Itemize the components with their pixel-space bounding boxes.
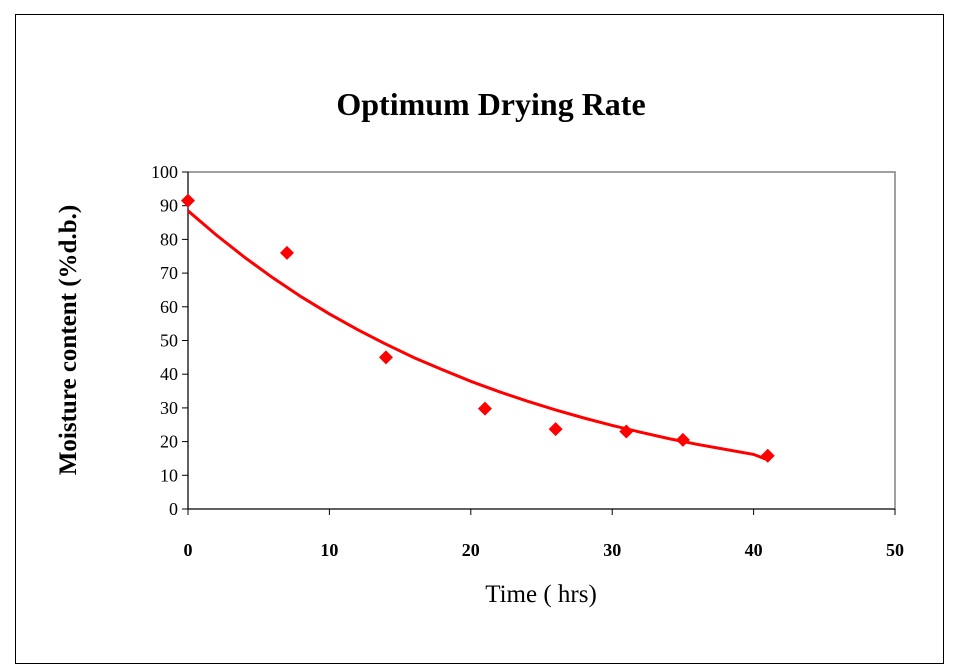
x-tick-label: 30 bbox=[603, 540, 621, 560]
y-ticks: 0 10 20 30 40 50 60 70 80 90 100 bbox=[151, 162, 188, 519]
y-tick-label: 60 bbox=[160, 297, 178, 317]
data-point bbox=[675, 432, 690, 447]
y-tick-label: 50 bbox=[160, 331, 178, 351]
plot-area bbox=[187, 171, 896, 510]
y-tick-label: 0 bbox=[169, 499, 178, 519]
y-tick-label: 30 bbox=[160, 398, 178, 418]
data-points bbox=[181, 193, 775, 463]
x-tick-label: 0 bbox=[184, 540, 193, 560]
data-point bbox=[619, 424, 634, 439]
x-ticks: 0 10 20 30 40 50 bbox=[184, 509, 904, 560]
x-tick-label: 50 bbox=[886, 540, 904, 560]
x-tick-label: 40 bbox=[745, 540, 763, 560]
y-axis-label: Moisture content (%d.b.) bbox=[55, 205, 82, 475]
data-point bbox=[378, 350, 393, 365]
data-point bbox=[279, 245, 294, 260]
y-tick-label: 100 bbox=[151, 162, 178, 182]
x-axis-label: Time ( hrs) bbox=[485, 581, 597, 608]
y-tick-label: 90 bbox=[160, 196, 178, 216]
data-point bbox=[477, 401, 492, 416]
y-tick-label: 80 bbox=[160, 229, 178, 249]
data-point bbox=[760, 448, 775, 463]
x-tick-label: 20 bbox=[462, 540, 480, 560]
y-tick-label: 40 bbox=[160, 364, 178, 384]
data-point bbox=[181, 193, 195, 208]
data-point bbox=[548, 422, 563, 437]
chart-title: Optimum Drying Rate bbox=[336, 86, 645, 122]
x-tick-label: 10 bbox=[320, 540, 338, 560]
y-tick-label: 10 bbox=[160, 465, 178, 485]
y-tick-label: 70 bbox=[160, 263, 178, 283]
y-tick-label: 20 bbox=[160, 432, 178, 452]
